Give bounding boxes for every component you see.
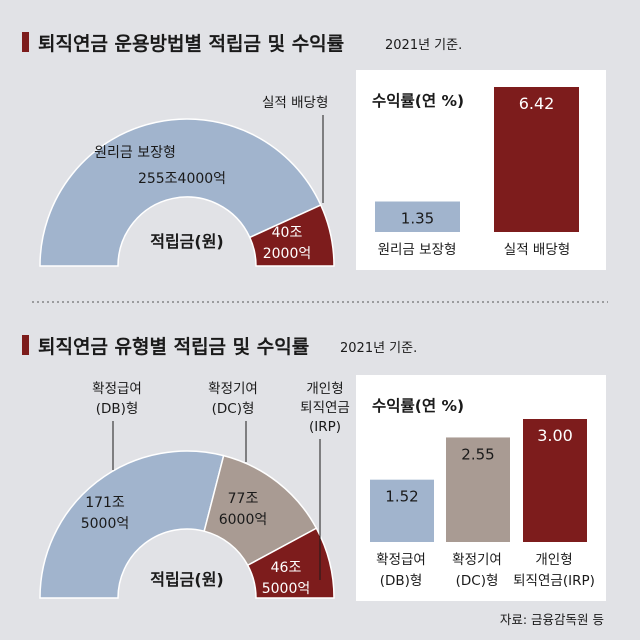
bar-dc <box>446 437 510 542</box>
leader-label-dc-1: 확정기여 <box>208 381 258 397</box>
segment-label-principal-guaranteed: 원리금 보장형 <box>94 145 176 161</box>
leader-label-irp-2: 퇴직연금 <box>300 400 350 416</box>
bar-value-irp: 3.00 <box>537 426 573 445</box>
bar-principal-guaranteed <box>375 201 460 232</box>
donut-center-label: 적립금(원) <box>150 232 224 251</box>
section2-header: 퇴직연금 유형별 적립금 및 수익률 2021년 기준. <box>22 335 417 358</box>
bar-value-performance-dividend: 6.42 <box>519 94 555 113</box>
segment-value-performance-dividend-1: 40조 <box>272 225 303 241</box>
section1-title: 퇴직연금 운용방법별 적립금 및 수익률 <box>38 33 344 55</box>
segment-value-dc-2: 6000억 <box>219 512 268 528</box>
section1-title-marker <box>22 32 29 52</box>
bar-label-irp-1: 개인형 <box>535 552 572 568</box>
section2-subtitle: 2021년 기준. <box>340 341 417 356</box>
leader-label-performance-dividend: 실적 배당형 <box>262 95 328 111</box>
leader-label-db-2: (DB)형 <box>96 401 139 417</box>
donut-center-label: 적립금(원) <box>150 570 224 589</box>
bar-chart-title: 수익률(연 %) <box>372 91 464 110</box>
segment-value-irp-2: 5000억 <box>262 581 311 597</box>
bar-label-dc-1: 확정기여 <box>452 552 502 568</box>
bar-label-db-2: (DB)형 <box>380 573 423 589</box>
bar-value-principal-guaranteed: 1.35 <box>401 210 434 228</box>
section1-subtitle: 2021년 기준. <box>385 38 462 53</box>
bar-label-principal-guaranteed: 원리금 보장형 <box>378 242 457 258</box>
section1-donut: 원리금 보장형 255조4000억 40조 2000억 적립금(원) 실적 배당… <box>39 95 335 267</box>
donut-segment-performance-dividend <box>248 204 335 267</box>
leader-label-dc-2: (DC)형 <box>212 401 255 417</box>
segment-value-principal-guaranteed: 255조4000억 <box>138 171 226 187</box>
leader-label-db-1: 확정급여 <box>92 381 142 397</box>
leader-label-irp-1: 개인형 <box>306 381 343 397</box>
segment-value-db-1: 171조 <box>85 495 125 511</box>
bar-label-db-1: 확정급여 <box>376 552 426 568</box>
section2-title: 퇴직연금 유형별 적립금 및 수익률 <box>38 336 309 358</box>
bar-value-db: 1.52 <box>385 488 418 506</box>
bar-performance-dividend <box>494 87 579 232</box>
segment-value-irp-1: 46조 <box>271 560 302 576</box>
bar-label-performance-dividend: 실적 배당형 <box>504 242 570 258</box>
section2-bar-chart: 수익률(연 %) 1.52 2.55 3.00 확정급여 (DB)형 확정기여 … <box>356 375 606 601</box>
bar-chart-title: 수익률(연 %) <box>372 396 464 415</box>
bar-irp <box>523 419 587 542</box>
leader-label-irp-3: (IRP) <box>309 419 341 435</box>
donut-segment-db <box>39 450 225 599</box>
segment-value-dc-1: 77조 <box>228 491 259 507</box>
bar-value-dc: 2.55 <box>461 445 494 463</box>
source-note: 자료: 금융감독원 등 <box>500 612 604 627</box>
section1-bar-chart: 수익률(연 %) 1.35 6.42 원리금 보장형 실적 배당형 <box>356 70 606 270</box>
bar-label-dc-2: (DC)형 <box>456 573 499 589</box>
bar-db <box>370 479 434 542</box>
bar-label-irp-2: 퇴직연금(IRP) <box>513 573 595 589</box>
donut-segment-principal-guaranteed <box>39 118 322 267</box>
section2-donut: 확정급여 (DB)형 확정기여 (DC)형 개인형 퇴직연금 (IRP) 171… <box>39 381 350 599</box>
donut-segment-irp <box>246 527 335 599</box>
segment-value-performance-dividend-2: 2000억 <box>263 246 312 262</box>
segment-value-db-2: 5000억 <box>81 516 130 532</box>
section2-title-marker <box>22 335 29 355</box>
section1-header: 퇴직연금 운용방법별 적립금 및 수익률 2021년 기준. <box>22 32 462 55</box>
